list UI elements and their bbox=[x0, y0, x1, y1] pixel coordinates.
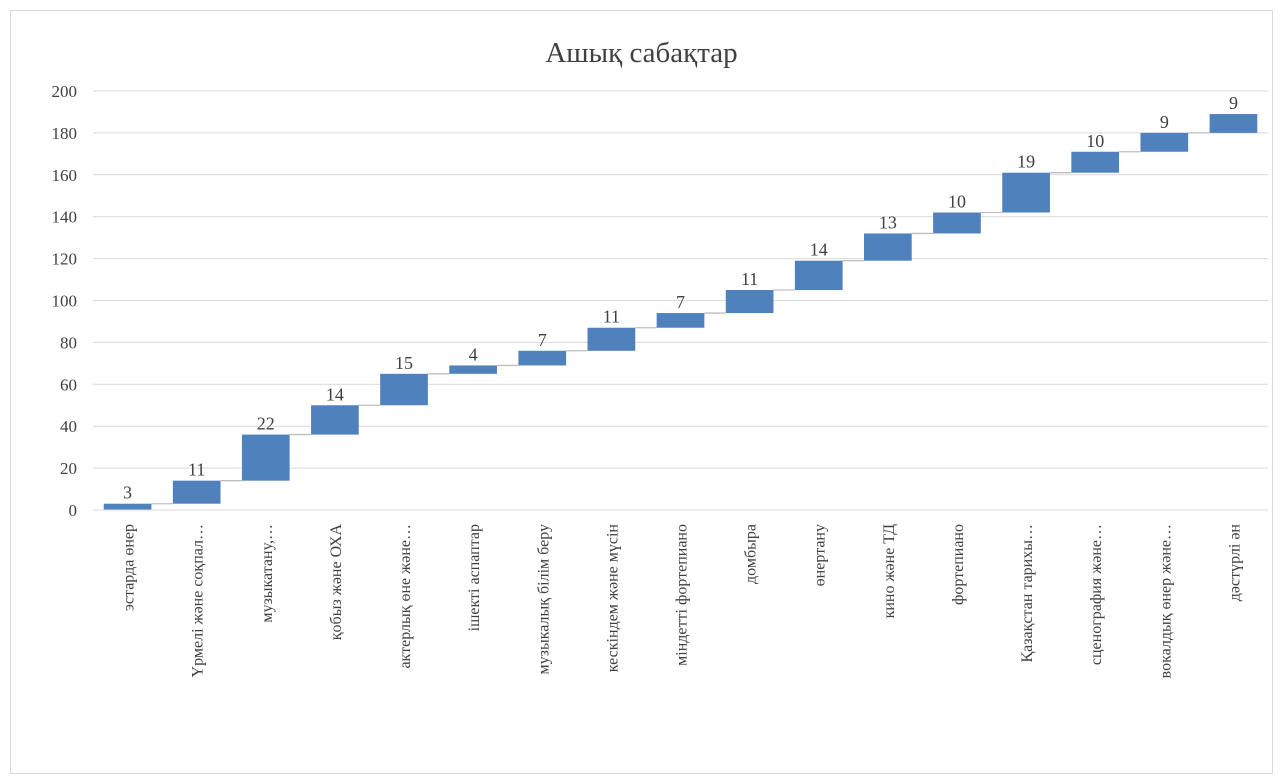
x-category-label: Қазақстан тарихы… bbox=[1019, 524, 1036, 663]
y-tick-label: 80 bbox=[60, 333, 77, 352]
y-tick-label: 20 bbox=[60, 459, 77, 478]
x-category-label: Үрмелі және соқпал… bbox=[190, 524, 207, 677]
x-category-label: қобыз және ОХА bbox=[328, 524, 345, 641]
y-tick-label: 200 bbox=[52, 82, 78, 101]
waterfall-bar bbox=[933, 212, 981, 234]
data-label: 9 bbox=[1229, 93, 1238, 113]
waterfall-bar bbox=[656, 313, 705, 328]
waterfall-bar bbox=[380, 373, 428, 406]
y-tick-label: 100 bbox=[52, 292, 78, 311]
x-category-label: эстарда өнер bbox=[121, 524, 138, 611]
y-tick-label: 160 bbox=[52, 166, 78, 185]
data-label: 7 bbox=[676, 292, 685, 312]
data-label: 22 bbox=[257, 414, 275, 434]
y-tick-label: 60 bbox=[60, 375, 77, 394]
waterfall-bar bbox=[1071, 151, 1120, 173]
x-category-label: музыкатану,… bbox=[259, 524, 276, 623]
axes: 0 20 40 60 80 100 120 140 160 180 200 эстарда өнер Ү… bbox=[52, 82, 1268, 678]
y-tick-label: 180 bbox=[52, 124, 78, 143]
data-label: 13 bbox=[879, 212, 897, 232]
y-tick-label: 40 bbox=[60, 417, 77, 436]
waterfall-bar bbox=[172, 480, 221, 504]
data-label: 14 bbox=[326, 384, 344, 404]
x-category-label: домбыра bbox=[743, 524, 760, 584]
chart-frame: Ашық сабақтар bbox=[10, 10, 1273, 774]
waterfall-bar bbox=[1002, 172, 1050, 213]
x-category-label: міндетті фортепиано bbox=[674, 524, 691, 666]
waterfall-bar bbox=[794, 260, 843, 291]
data-label: 10 bbox=[948, 192, 966, 212]
waterfall-bar bbox=[311, 405, 359, 435]
data-label: 11 bbox=[603, 307, 620, 327]
x-category-label: ішекті аспаптар bbox=[466, 524, 483, 631]
waterfall-bar bbox=[103, 503, 152, 510]
waterfall-bar bbox=[518, 350, 567, 366]
data-label: 19 bbox=[1017, 152, 1035, 172]
y-tick-label: 120 bbox=[52, 250, 78, 269]
data-label: 11 bbox=[188, 460, 205, 480]
data-label: 4 bbox=[469, 344, 478, 364]
gridlines bbox=[93, 90, 1268, 469]
connectors bbox=[151, 132, 1210, 505]
data-label: 10 bbox=[1086, 131, 1104, 151]
x-category-label: фортепиано bbox=[950, 524, 967, 605]
waterfall-bar bbox=[725, 290, 774, 314]
data-label: 11 bbox=[741, 269, 758, 289]
x-category-label: вокалдық өнер және… bbox=[1157, 524, 1174, 678]
waterfall-bar bbox=[1209, 114, 1258, 133]
x-category-label: өнертану bbox=[812, 524, 829, 586]
waterfall-bar bbox=[449, 365, 497, 374]
y-tick-label: 140 bbox=[52, 208, 78, 227]
data-labels: 3 11 22 14 15 4 7 11 7 11 14 13 10 19 10 9 9 bbox=[123, 93, 1238, 503]
x-category-label: дәстүрлі ән bbox=[1226, 524, 1243, 602]
y-tick-label: 0 bbox=[69, 501, 78, 520]
waterfall-bar bbox=[864, 233, 912, 261]
data-label: 9 bbox=[1160, 112, 1169, 132]
x-category-label: сценография және… bbox=[1088, 524, 1105, 665]
data-label: 3 bbox=[123, 483, 132, 503]
data-label: 15 bbox=[395, 353, 413, 373]
x-category-label: музыкалық білім беру bbox=[535, 524, 552, 674]
data-label: 14 bbox=[810, 240, 828, 260]
waterfall-bar bbox=[1140, 132, 1189, 152]
x-category-label: актерлық өне және… bbox=[397, 524, 414, 669]
bars bbox=[103, 114, 1258, 510]
waterfall-bar bbox=[587, 327, 636, 351]
chart-title: Ашық сабақтар bbox=[545, 37, 738, 69]
x-category-label: кино және ТД bbox=[881, 524, 898, 618]
data-label: 7 bbox=[538, 330, 547, 350]
x-category-label: кескіндем және мүсін bbox=[604, 524, 621, 673]
waterfall-bar bbox=[241, 434, 290, 481]
